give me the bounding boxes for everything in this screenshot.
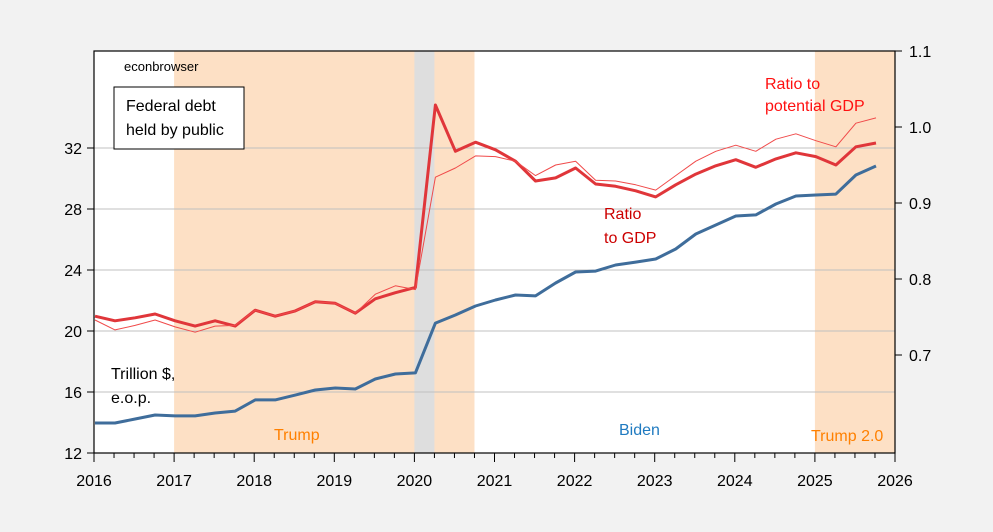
shading-layer [94, 51, 895, 453]
shade-label-biden: Biden [619, 422, 660, 439]
x-tick-label: 2023 [637, 473, 673, 490]
x-tick-label: 2017 [156, 473, 192, 490]
label-ratio-to-gdp-1: Ratio [604, 206, 641, 223]
x-tick-label: 2022 [557, 473, 593, 490]
y-right-tick-label: 0.7 [909, 348, 931, 365]
shade-label-trump-2: Trump 2.0 [811, 428, 883, 445]
y-right-tick-label: 1.1 [909, 44, 931, 61]
series-line-ratio-to-gdp [94, 103, 877, 328]
x-tick-label: 2025 [797, 473, 833, 490]
title-box: Federal debt held by public [113, 86, 245, 150]
title-line-2: held by public [126, 122, 224, 139]
series-line-federal-debt-held-by-public [95, 164, 877, 425]
y-left-tick-label: 32 [64, 141, 82, 158]
shade-label-trump: Trump [274, 427, 320, 444]
shade-band [414, 51, 435, 453]
series-layer [94, 103, 877, 425]
x-tick-label: 2018 [236, 473, 272, 490]
series-line-ratio-to-potential-gdp [94, 117, 877, 333]
title-line-1: Federal debt [126, 98, 216, 115]
x-tick-label: 2024 [717, 473, 753, 490]
y-left-tick-label: 20 [64, 324, 82, 341]
y-left-tick-label: 12 [64, 446, 82, 463]
y-left-tick-label: 24 [64, 263, 82, 280]
units-note-line-2: e.o.p. [111, 390, 151, 407]
x-axis: 2016 2017 2018 2019 2020 2021 2022 2023 2024 2025… [76, 453, 913, 490]
x-tick-label: 2021 [477, 473, 513, 490]
x-tick-label: 2019 [317, 473, 353, 490]
x-tick-label: 2020 [397, 473, 433, 490]
y-left-tick-label: 28 [64, 202, 82, 219]
y-axis-left: 12 16 20 24 28 32 [64, 141, 94, 463]
y-right-tick-label: 0.8 [909, 272, 931, 289]
label-ratio-to-potential-1: Ratio to [765, 76, 820, 93]
y-right-tick-label: 0.9 [909, 196, 931, 213]
y-right-tick-label: 1.0 [909, 120, 931, 137]
y-axis-right: 0.7 0.8 0.9 1.0 1.1 [895, 44, 931, 365]
shade-band [814, 51, 895, 453]
units-note-line-1: Trillion $, [111, 366, 175, 383]
x-tick-label: 2026 [877, 473, 913, 490]
x-tick-label: 2016 [76, 473, 112, 490]
label-ratio-to-gdp-2: to GDP [604, 230, 656, 247]
watermark: econbrowser [124, 59, 199, 74]
y-left-tick-label: 16 [64, 385, 82, 402]
label-ratio-to-potential-2: potential GDP [765, 98, 865, 115]
